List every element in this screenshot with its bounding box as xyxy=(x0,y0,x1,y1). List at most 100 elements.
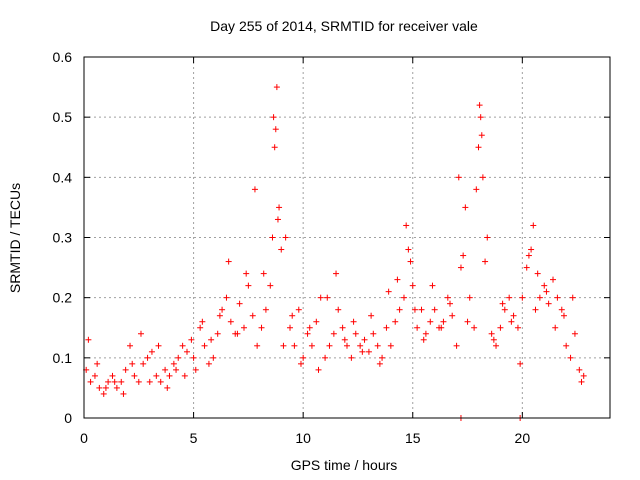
data-point xyxy=(379,354,386,361)
data-point xyxy=(476,102,483,109)
data-point xyxy=(473,186,480,193)
data-point xyxy=(530,222,537,229)
data-point xyxy=(543,288,550,295)
data-point xyxy=(560,312,567,319)
data-point xyxy=(341,336,348,343)
data-point xyxy=(409,282,416,289)
y-tick-label: 0.3 xyxy=(53,230,73,246)
data-point xyxy=(199,318,206,325)
data-point xyxy=(313,318,320,325)
data-point xyxy=(541,282,548,289)
data-point xyxy=(357,342,364,349)
data-point xyxy=(137,330,144,337)
data-point xyxy=(576,366,583,373)
data-point xyxy=(558,306,565,313)
data-point xyxy=(403,222,410,229)
data-point xyxy=(295,306,302,313)
grid-lines xyxy=(84,57,610,418)
data-point xyxy=(197,324,204,331)
data-point xyxy=(118,378,125,385)
data-point xyxy=(429,282,436,289)
data-point xyxy=(525,252,532,259)
data-point xyxy=(431,306,438,313)
data-point xyxy=(479,174,486,181)
data-point xyxy=(175,354,182,361)
data-point xyxy=(352,330,359,337)
data-point xyxy=(477,114,484,121)
data-point xyxy=(113,384,120,391)
y-axis-title: SRMTID / TECUs xyxy=(7,183,23,293)
data-point xyxy=(563,342,570,349)
data-point xyxy=(190,354,197,361)
x-tick-label: 5 xyxy=(190,430,198,446)
data-point xyxy=(420,336,427,343)
data-point xyxy=(216,312,223,319)
data-point xyxy=(184,348,191,355)
data-point xyxy=(162,366,169,373)
data-point xyxy=(282,234,289,241)
data-point xyxy=(254,342,261,349)
data-point xyxy=(153,372,160,379)
data-point xyxy=(276,204,283,211)
plot-frame xyxy=(83,56,611,419)
data-point xyxy=(166,372,173,379)
data-point xyxy=(214,330,221,337)
data-point xyxy=(418,306,425,313)
data-point xyxy=(148,348,155,355)
data-point xyxy=(396,306,403,313)
data-point xyxy=(85,336,92,343)
data-point xyxy=(519,294,526,301)
y-tick-label: 0.6 xyxy=(53,49,73,65)
data-point xyxy=(376,360,383,367)
data-point xyxy=(523,264,530,271)
data-point xyxy=(484,234,491,241)
data-point xyxy=(179,342,186,349)
data-point xyxy=(534,270,541,277)
data-point xyxy=(140,360,147,367)
data-point xyxy=(100,390,107,397)
data-point xyxy=(578,378,585,385)
data-point xyxy=(490,336,497,343)
data-point xyxy=(315,366,322,373)
data-point xyxy=(223,294,230,301)
data-point xyxy=(317,294,324,301)
data-point xyxy=(269,234,276,241)
data-point xyxy=(514,324,521,331)
data-point xyxy=(567,354,574,361)
data-point xyxy=(87,378,94,385)
data-point xyxy=(536,294,543,301)
data-point xyxy=(365,348,372,355)
data-point xyxy=(545,300,552,307)
x-tick-label: 10 xyxy=(295,430,311,446)
data-point xyxy=(497,324,504,331)
data-point xyxy=(102,384,109,391)
data-point xyxy=(291,342,298,349)
data-point xyxy=(170,360,177,367)
data-point xyxy=(394,276,401,283)
data-point xyxy=(580,372,587,379)
data-point xyxy=(157,378,164,385)
chart-title: Day 255 of 2014, SRMTID for receiver val… xyxy=(210,18,478,34)
data-point xyxy=(359,348,366,355)
data-point xyxy=(407,258,414,265)
data-point xyxy=(493,342,500,349)
data-point xyxy=(453,342,460,349)
data-point xyxy=(135,378,142,385)
data-point xyxy=(274,216,281,223)
data-point xyxy=(411,306,418,313)
data-point xyxy=(350,318,357,325)
data-point xyxy=(552,324,559,331)
data-point xyxy=(361,336,368,343)
data-point xyxy=(164,384,171,391)
data-point xyxy=(339,324,346,331)
data-point xyxy=(249,312,256,319)
data-point xyxy=(129,360,136,367)
data-point xyxy=(400,294,407,301)
y-tick-label: 0 xyxy=(64,410,72,426)
data-point xyxy=(457,264,464,271)
data-point xyxy=(571,330,578,337)
data-point xyxy=(324,294,331,301)
data-point xyxy=(344,342,350,349)
data-point xyxy=(181,372,188,379)
data-point xyxy=(205,360,212,367)
